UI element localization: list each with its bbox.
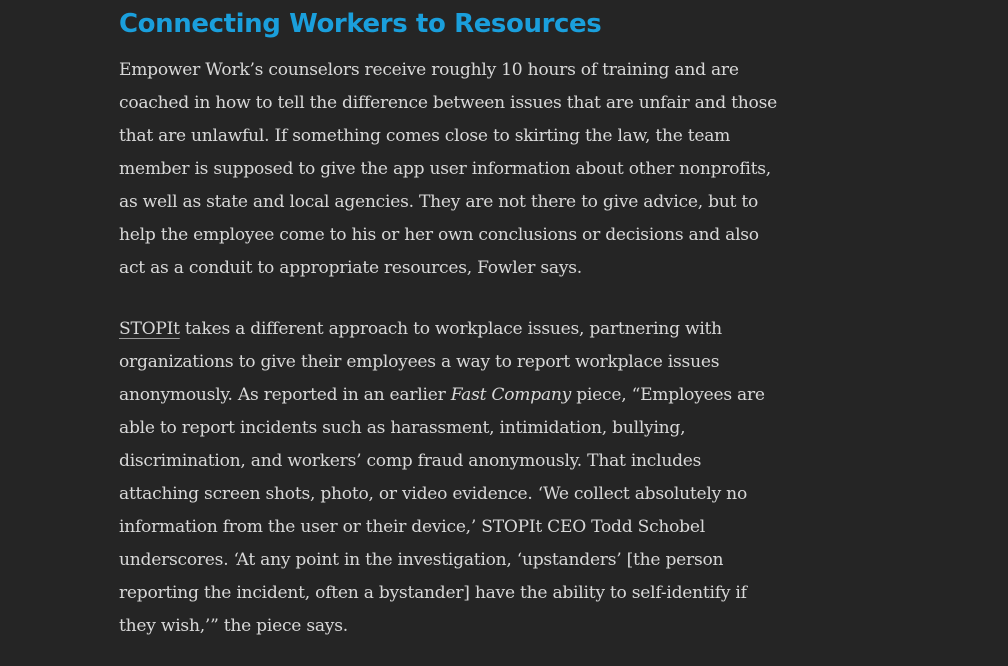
- text-segment: anonymously. As reported in an earlier: [119, 385, 451, 405]
- text-line: organizations to give their employees a …: [119, 352, 720, 372]
- text-line: they wish,’” the piece says.: [119, 616, 348, 636]
- text-line: Empower Work’s counselors receive roughl…: [119, 60, 739, 80]
- text-line: member is supposed to give the app user …: [119, 159, 771, 179]
- text-line: able to report incidents such as harassm…: [119, 418, 686, 438]
- text-line: reporting the incident, often a bystande…: [119, 583, 747, 603]
- stopit-link[interactable]: STOPIt: [119, 319, 180, 339]
- text-line: help the employee come to his or her own…: [119, 225, 759, 245]
- text-line: discrimination, and workers’ comp fraud …: [119, 451, 702, 471]
- article-body: Connecting Workers to Resources Empower …: [119, 0, 819, 643]
- text-line: attaching screen shots, photo, or video …: [119, 484, 747, 504]
- text-line: underscores. ‘At any point in the invest…: [119, 550, 724, 570]
- text-segment: piece, “Employees are: [571, 385, 765, 405]
- text-segment: takes a different approach to workplace …: [179, 319, 722, 339]
- text-line: coached in how to tell the difference be…: [119, 93, 777, 113]
- text-line: as well as state and local agencies. The…: [119, 192, 759, 212]
- text-line: act as a conduit to appropriate resource…: [119, 258, 582, 278]
- paragraph-stopit: STOPIt takes a different approach to wor…: [119, 313, 819, 643]
- publication-name: Fast Company: [450, 385, 572, 405]
- paragraph-empower-work: Empower Work’s counselors receive roughl…: [119, 54, 819, 285]
- text-line: that are unlawful. If something comes cl…: [119, 126, 731, 146]
- text-line: information from the user or their devic…: [119, 517, 705, 537]
- section-heading: Connecting Workers to Resources: [119, 9, 602, 39]
